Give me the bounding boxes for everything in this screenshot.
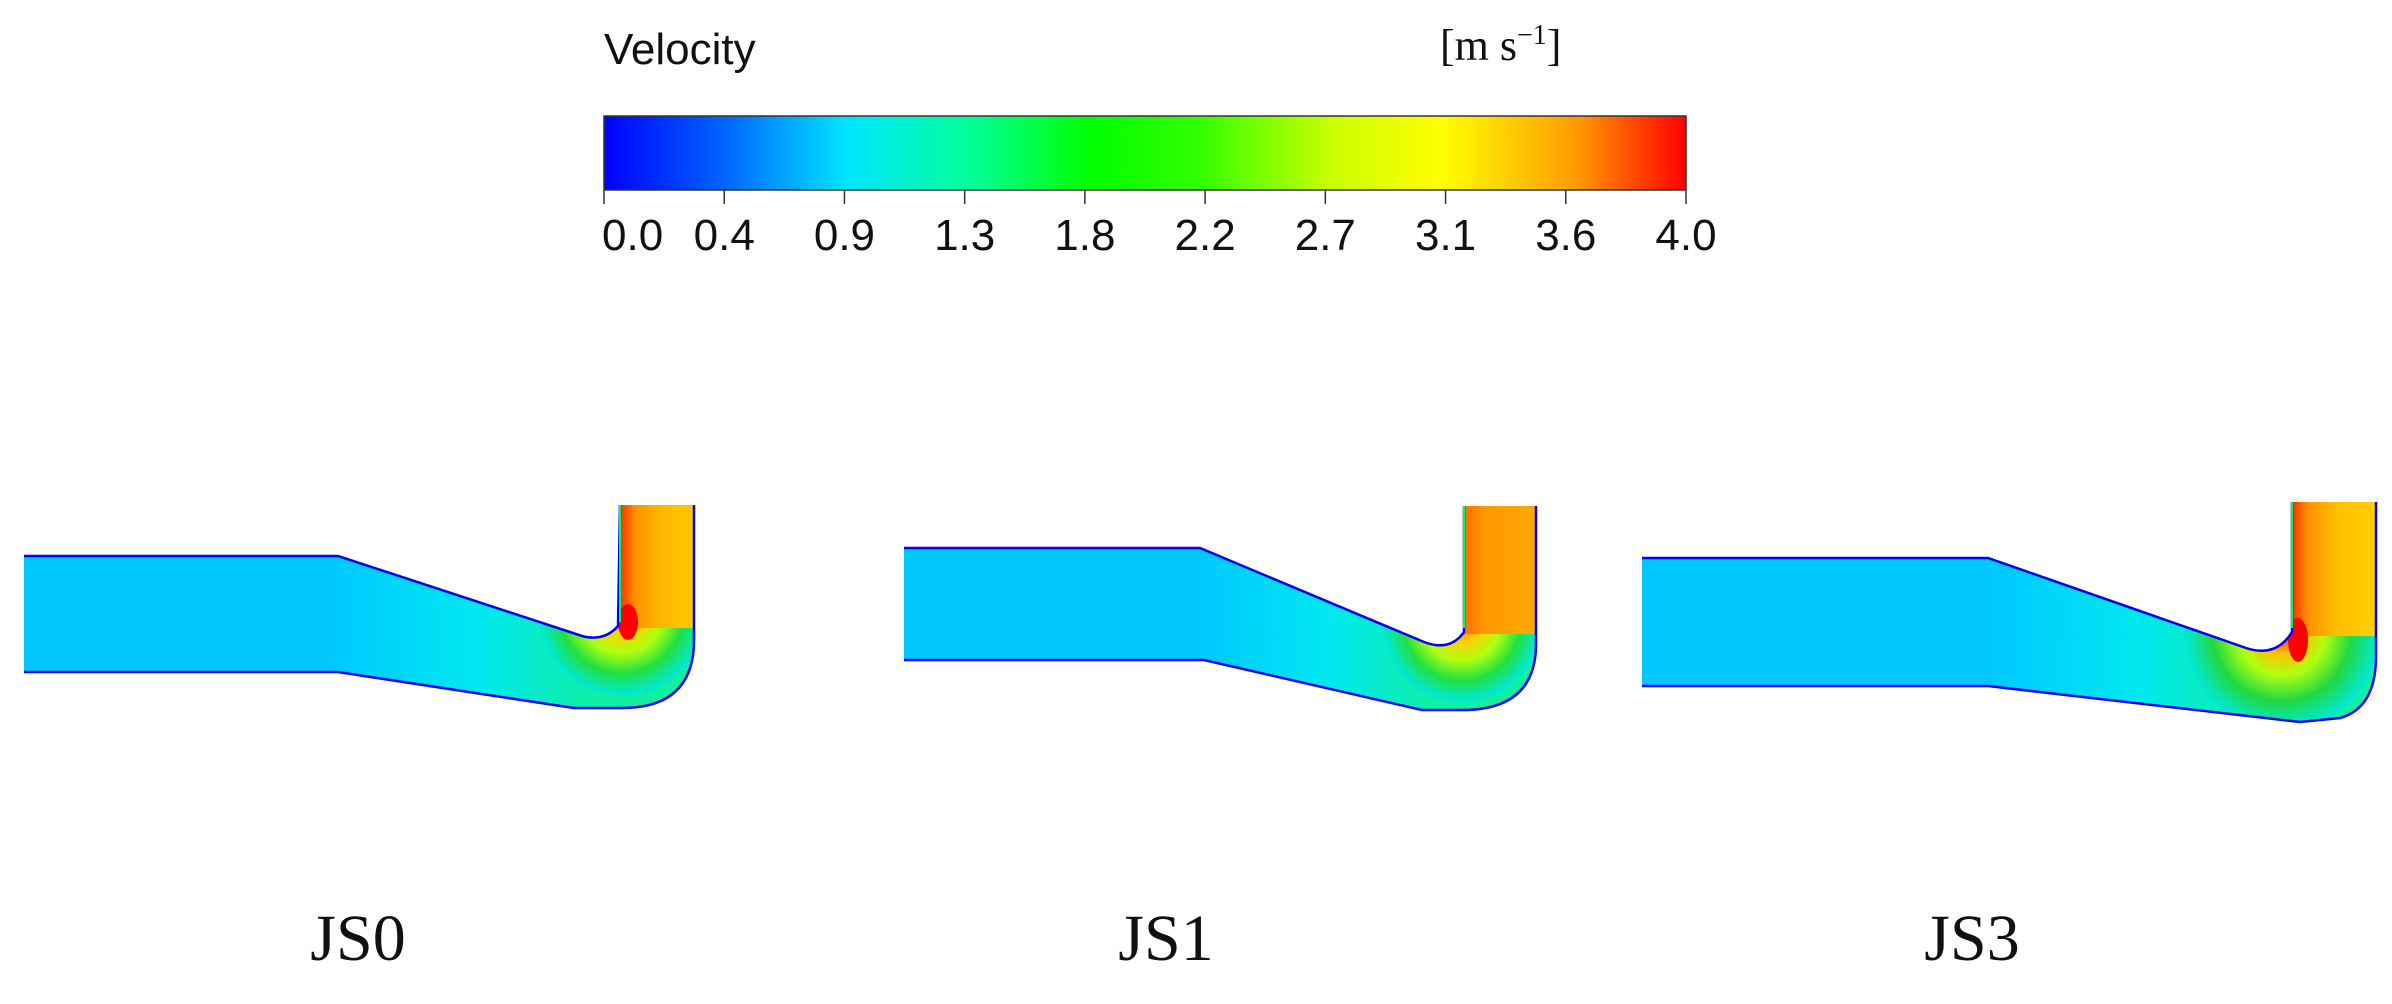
colorbar-tick-label: 3.6 [1535, 211, 1596, 260]
pipe-wall-js0 [24, 504, 696, 710]
panel-label-js3: JS3 [1924, 902, 2019, 975]
legend-unit-close: ] [1547, 21, 1562, 70]
flow-field-js1 [904, 506, 1536, 710]
colorbar-tick-label: 1.3 [934, 211, 995, 260]
flow-panel-js1: JS1 [904, 506, 1538, 975]
colorbar-tick-label: 0.4 [694, 211, 755, 260]
flow-panel-js0: JS0 [24, 504, 696, 975]
colorbar-tick-label: 4.0 [1655, 211, 1716, 260]
panel-label-js0: JS0 [310, 902, 405, 975]
flow-field-js3 [1642, 502, 2376, 722]
colorbar-tick-label: 2.2 [1175, 211, 1236, 260]
colorbar-scale [603, 115, 1687, 191]
colorbar-tick-label: 1.8 [1054, 211, 1115, 260]
panel-label-js1: JS1 [1118, 902, 1213, 975]
legend-unit-base: [m s [1440, 21, 1517, 70]
pipe-wall-js1 [904, 506, 1538, 712]
colorbar-tick-label: 0.9 [814, 211, 875, 260]
flow-field-js0 [24, 505, 694, 708]
colorbar-tick-label: 0.0 [602, 211, 663, 260]
pipe-wall-js3 [1642, 502, 2378, 724]
flow-panel-js3: JS3 [1642, 502, 2378, 975]
legend-unit-exponent: −1 [1517, 20, 1547, 51]
legend-unit: [m s−1] [1440, 20, 1561, 70]
colorbar-ticks: 0.0 0.4 0.9 1.3 1.8 2.2 2.7 3.1 3.6 4.0 [602, 190, 1717, 260]
colorbar-legend: Velocity [m s−1] 0.0 0.4 0.9 1.3 1.8 2.2 2.7 3.… [602, 20, 1717, 260]
colorbar-tick-label: 3.1 [1415, 211, 1476, 260]
colorbar-tick-label: 2.7 [1295, 211, 1356, 260]
legend-title: Velocity [604, 25, 756, 74]
